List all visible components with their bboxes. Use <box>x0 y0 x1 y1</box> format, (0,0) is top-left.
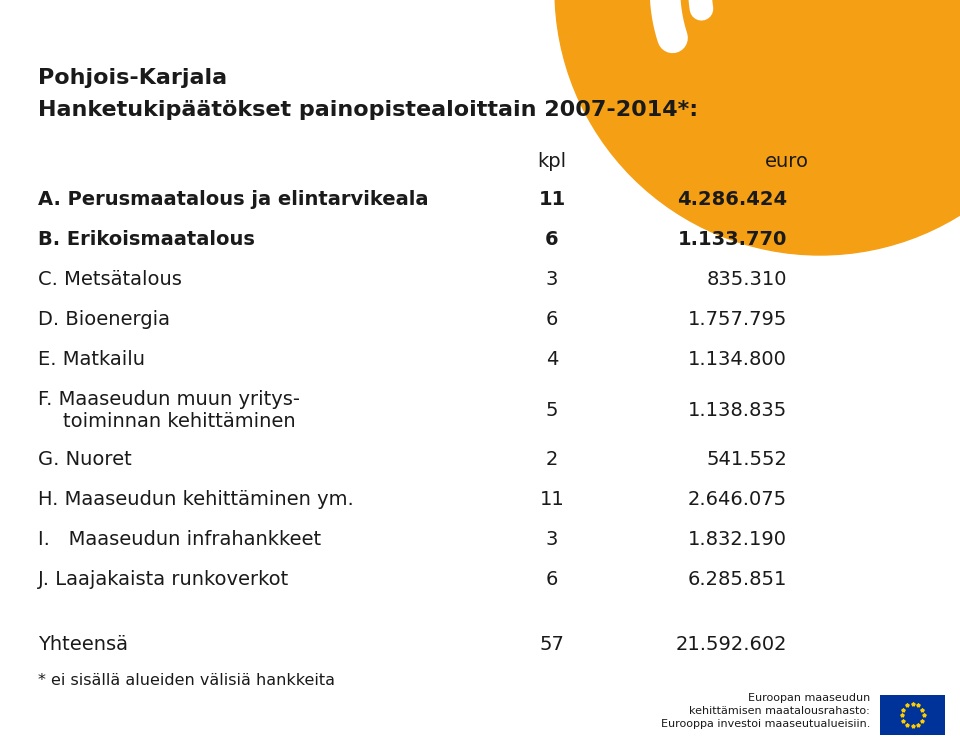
Text: Euroopan maaseudun: Euroopan maaseudun <box>748 693 870 703</box>
Text: 2.646.075: 2.646.075 <box>688 490 787 509</box>
Text: kehittämisen maatalousrahasto:: kehittämisen maatalousrahasto: <box>689 706 870 716</box>
Text: 3: 3 <box>546 530 558 549</box>
Text: euro: euro <box>765 152 809 171</box>
Text: 6: 6 <box>546 570 558 589</box>
Text: 1.832.190: 1.832.190 <box>688 530 787 549</box>
Text: 3: 3 <box>546 270 558 289</box>
Text: C. Metsätalous: C. Metsätalous <box>38 270 182 289</box>
Text: 57: 57 <box>540 635 564 654</box>
Text: E. Matkailu: E. Matkailu <box>38 350 145 369</box>
Text: 1.138.835: 1.138.835 <box>688 401 787 420</box>
Text: Hanketukipäätökset painopistealoittain 2007-2014*:: Hanketukipäätökset painopistealoittain 2… <box>38 100 698 120</box>
Text: Eurooppa investoi maaseutualueisiin.: Eurooppa investoi maaseutualueisiin. <box>660 719 870 729</box>
Text: 1.133.770: 1.133.770 <box>678 230 787 249</box>
Text: 541.552: 541.552 <box>707 450 787 469</box>
FancyBboxPatch shape <box>880 695 945 735</box>
Text: I.   Maaseudun infrahankkeet: I. Maaseudun infrahankkeet <box>38 530 322 549</box>
Text: 6: 6 <box>546 310 558 329</box>
Text: Yhteensä: Yhteensä <box>38 635 129 654</box>
Text: A. Perusmaatalous ja elintarvikeala: A. Perusmaatalous ja elintarvikeala <box>38 190 429 209</box>
Text: 1.757.795: 1.757.795 <box>687 310 787 329</box>
Text: H. Maaseudun kehittäminen ym.: H. Maaseudun kehittäminen ym. <box>38 490 354 509</box>
Text: 5: 5 <box>545 401 559 420</box>
Text: 835.310: 835.310 <box>707 270 787 289</box>
Text: 4: 4 <box>546 350 558 369</box>
Text: 4.286.424: 4.286.424 <box>677 190 787 209</box>
Text: F. Maaseudun muun yritys-: F. Maaseudun muun yritys- <box>38 390 300 409</box>
Text: 1.134.800: 1.134.800 <box>688 350 787 369</box>
Text: J. Laajakaista runkoverkot: J. Laajakaista runkoverkot <box>38 570 290 589</box>
Text: 21.592.602: 21.592.602 <box>676 635 787 654</box>
Text: kpl: kpl <box>538 152 566 171</box>
Circle shape <box>555 0 960 255</box>
Text: 6: 6 <box>545 230 559 249</box>
Text: 11: 11 <box>539 190 565 209</box>
Text: D. Bioenergia: D. Bioenergia <box>38 310 171 329</box>
Text: 2: 2 <box>546 450 558 469</box>
Text: 11: 11 <box>540 490 564 509</box>
Text: Pohjois-Karjala: Pohjois-Karjala <box>38 68 228 88</box>
Text: * ei sisällä alueiden välisiä hankkeita: * ei sisällä alueiden välisiä hankkeita <box>38 673 335 688</box>
Text: B. Erikoismaatalous: B. Erikoismaatalous <box>38 230 255 249</box>
Text: 6.285.851: 6.285.851 <box>687 570 787 589</box>
Text: toiminnan kehittäminen: toiminnan kehittäminen <box>38 412 296 431</box>
Text: G. Nuoret: G. Nuoret <box>38 450 132 469</box>
